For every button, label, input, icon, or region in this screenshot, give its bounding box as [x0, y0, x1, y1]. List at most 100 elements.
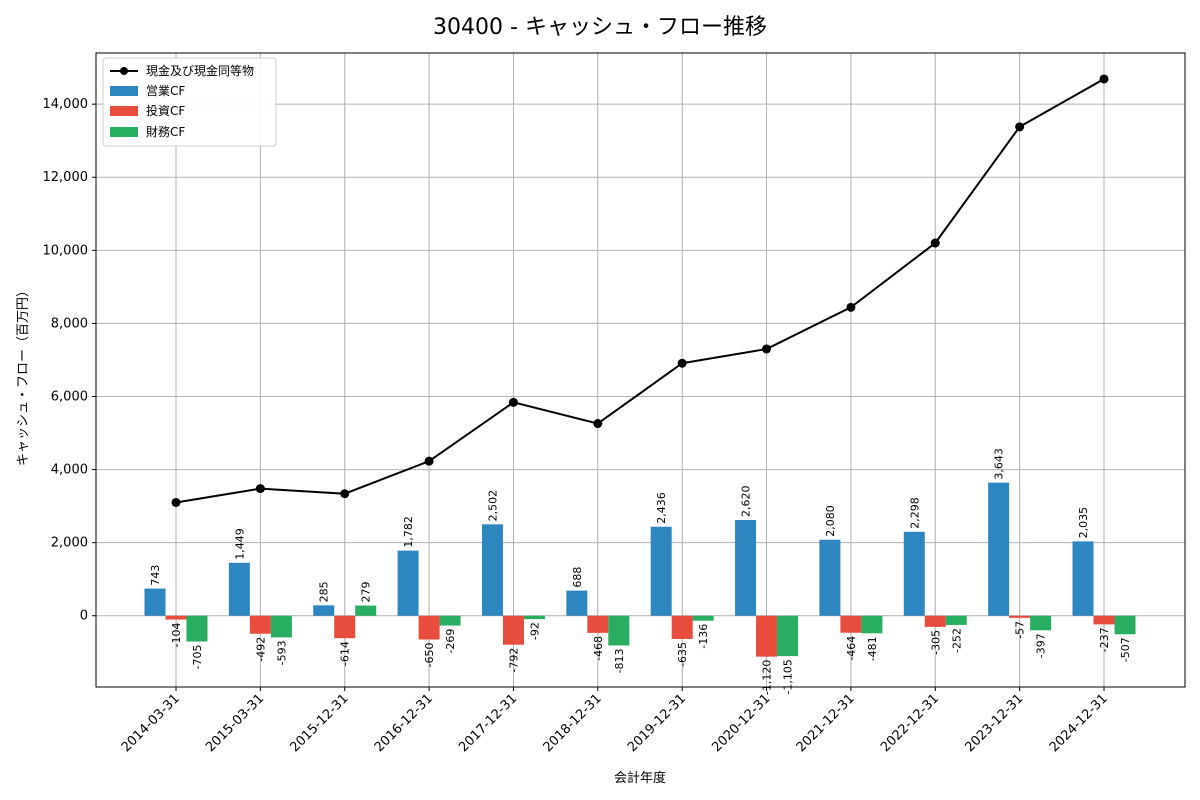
y-tick-label: 12,000: [43, 170, 89, 185]
operating-cf-bar: [903, 531, 925, 616]
operating-cf-bar: [735, 520, 757, 616]
investing-cf-data-label: -792: [507, 648, 520, 673]
financing-cf-data-label: -813: [613, 648, 626, 673]
legend-label-cash: 現金及び現金同等物: [146, 63, 254, 78]
financing-cf-bar: [777, 615, 799, 657]
y-axis-ticks: 0 2,000 4,000 6,000 8,000 10,000 12,000 14,000: [43, 97, 96, 624]
x-tick-label: 2015-12-31: [288, 691, 352, 755]
investing-cf-bar: [334, 615, 356, 639]
investing-cf-data-label: -492: [254, 637, 267, 662]
cash-equivalents-point: [171, 497, 181, 507]
investing-cf-bar: [840, 615, 862, 633]
legend: 現金及び現金同等物 営業CF 投資CF 財務CF: [102, 57, 277, 147]
cash-equivalents-point: [508, 397, 518, 407]
x-tick-label: 2023-12-31: [962, 691, 1026, 755]
financing-cf-data-label: -481: [866, 636, 879, 661]
financing-cf-data-label: -705: [191, 645, 204, 670]
line-layer: [171, 74, 1109, 507]
investing-cf-bar: [1093, 615, 1115, 625]
investing-cf-data-label: -1,120: [761, 660, 774, 695]
financing-cf-bar: [692, 615, 714, 621]
y-tick-label: 0: [80, 609, 88, 624]
legend-swatch-financing: [110, 127, 138, 137]
investing-cf-data-label: -305: [929, 630, 942, 655]
investing-cf-data-label: -237: [1098, 627, 1111, 652]
investing-cf-data-label: -614: [339, 641, 352, 666]
operating-cf-bar: [144, 588, 166, 616]
y-tick-label: 14,000: [43, 97, 89, 112]
cash-equivalents-point: [593, 419, 603, 429]
x-tick-label: 2016-12-31: [372, 691, 436, 755]
financing-cf-data-label: -1,105: [782, 659, 795, 694]
y-tick-label: 8,000: [51, 316, 88, 331]
investing-cf-bar: [1009, 615, 1031, 618]
financing-cf-data-label: -397: [1035, 633, 1048, 658]
investing-cf-bar: [165, 615, 187, 620]
operating-cf-data-label: 2,502: [486, 490, 499, 522]
cash-equivalents-point: [255, 484, 265, 494]
operating-cf-bar: [313, 605, 335, 616]
financing-cf-bar: [945, 615, 967, 625]
operating-cf-data-label: 2,620: [740, 486, 753, 518]
financing-cf-data-label: -507: [1119, 637, 1132, 662]
investing-cf-bar: [671, 615, 693, 639]
x-tick-label: 2017-12-31: [456, 691, 520, 755]
investing-cf-bar: [587, 615, 609, 633]
x-tick-label: 2020-12-31: [709, 691, 773, 755]
operating-cf-data-label: 2,035: [1077, 507, 1090, 539]
cash-equivalents-line: [175, 78, 1105, 504]
legend-box: [102, 57, 277, 147]
operating-cf-data-label: 1,449: [233, 528, 246, 560]
y-tick-label: 10,000: [43, 243, 89, 258]
operating-cf-bar: [228, 562, 250, 616]
investing-cf-bar: [418, 615, 440, 640]
financing-cf-data-label: -593: [275, 640, 288, 665]
grid-layer: [96, 53, 1185, 687]
x-axis-label: 会計年度: [614, 770, 666, 786]
cash-equivalents-point: [677, 358, 687, 368]
legend-swatch-operating: [110, 86, 138, 96]
financing-cf-bar: [861, 615, 883, 634]
operating-cf-bar: [1072, 541, 1094, 616]
operating-cf-data-label: 2,080: [824, 505, 837, 537]
x-tick-label: 2022-12-31: [878, 691, 942, 755]
financing-cf-bar: [1030, 615, 1052, 631]
y-axis-label: キャッシュ・フロー（百万円）: [16, 284, 31, 466]
data-labels-layer: 743 1,449 285 1,782 2,502 688 2,436 2,620 2,080 2…: [149, 448, 1132, 695]
operating-cf-data-label: 2,298: [908, 497, 921, 529]
investing-cf-data-label: -635: [676, 642, 689, 667]
operating-cf-bar: [481, 524, 503, 616]
financing-cf-bar: [355, 605, 377, 616]
investing-cf-data-label: -104: [170, 623, 183, 648]
financing-cf-bar: [270, 615, 292, 638]
financing-cf-bar: [523, 615, 545, 620]
investing-cf-data-label: -468: [592, 636, 605, 661]
x-tick-label: 2014-03-31: [119, 691, 183, 755]
investing-cf-data-label: -650: [423, 642, 436, 667]
investing-cf-bar: [249, 615, 271, 634]
investing-cf-bar: [924, 615, 946, 627]
chart-title: 30400 - キャッシュ・フロー推移: [433, 15, 767, 40]
operating-cf-bar: [566, 590, 588, 616]
operating-cf-bar: [397, 550, 419, 616]
operating-cf-data-label: 3,643: [993, 448, 1006, 480]
investing-cf-data-label: -57: [1014, 621, 1027, 639]
financing-cf-bar: [608, 615, 630, 646]
legend-label-financing: 財務CF: [146, 124, 185, 139]
operating-cf-data-label: 1,782: [402, 516, 415, 548]
investing-cf-data-label: -464: [845, 636, 858, 661]
financing-cf-bar: [1114, 615, 1136, 635]
y-tick-label: 4,000: [51, 463, 88, 478]
financing-cf-data-label: -252: [950, 628, 963, 653]
cash-equivalents-point: [762, 344, 772, 354]
y-tick-label: 6,000: [51, 389, 88, 404]
legend-label-investing: 投資CF: [146, 103, 185, 118]
legend-swatch-investing: [110, 106, 138, 116]
x-tick-label: 2019-12-31: [625, 691, 689, 755]
x-tick-label: 2024-12-31: [1047, 691, 1111, 755]
financing-cf-data-label: -269: [444, 629, 457, 654]
cash-equivalents-point: [930, 238, 940, 248]
x-tick-label: 2018-12-31: [541, 691, 605, 755]
legend-line-marker: [120, 67, 128, 75]
